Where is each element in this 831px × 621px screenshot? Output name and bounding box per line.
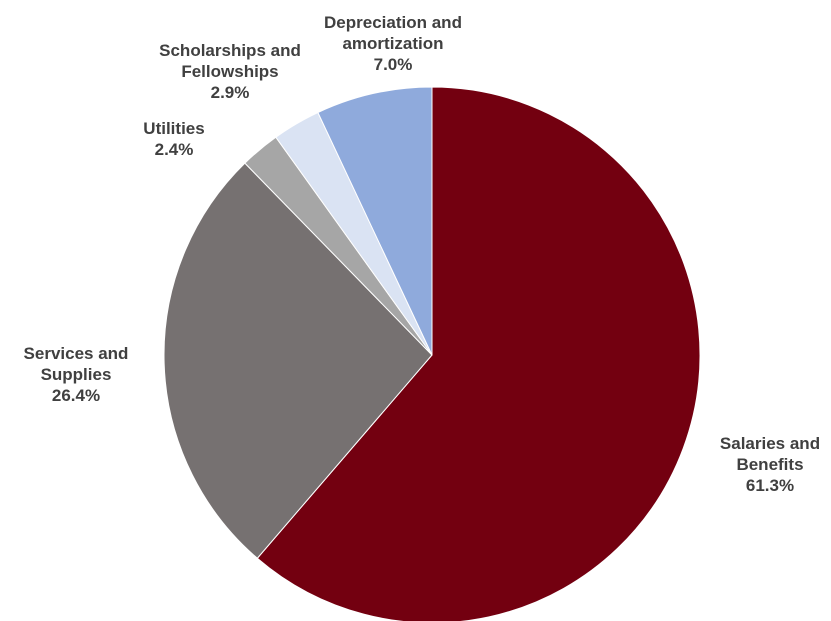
label-scholarships-and-fellowships-value: 2.9% [210, 83, 250, 102]
slice-depreciation-and-amortization [317, 86, 433, 356]
label-services-and-supplies-value: 26.4% [51, 386, 101, 405]
label-services-and-supplies-name: Services and Supplies [23, 344, 129, 384]
label-scholarships-and-fellowships-name: Scholarships and Fellowships [159, 41, 301, 81]
label-utilities-name: Utilities [143, 119, 205, 138]
label-salaries-and-benefits: Salaries and Benefits 61.3% [690, 433, 831, 496]
label-depreciation-and-amortization: Depreciation and amortization 7.0% [298, 12, 488, 75]
slice-services-and-supplies [163, 162, 433, 559]
slice-salaries-and-benefits [256, 86, 701, 621]
label-salaries-and-benefits-name: Salaries and Benefits [719, 434, 821, 474]
label-utilities-value: 2.4% [154, 140, 194, 159]
label-utilities: Utilities 2.4% [124, 118, 224, 160]
label-scholarships-and-fellowships: Scholarships and Fellowships 2.9% [140, 40, 320, 103]
label-salaries-and-benefits-value: 61.3% [745, 476, 795, 495]
label-depreciation-and-amortization-name: Depreciation and amortization [324, 13, 462, 53]
pie-slices [163, 86, 701, 621]
label-services-and-supplies: Services and Supplies 26.4% [0, 343, 152, 406]
label-depreciation-and-amortization-value: 7.0% [373, 55, 413, 74]
